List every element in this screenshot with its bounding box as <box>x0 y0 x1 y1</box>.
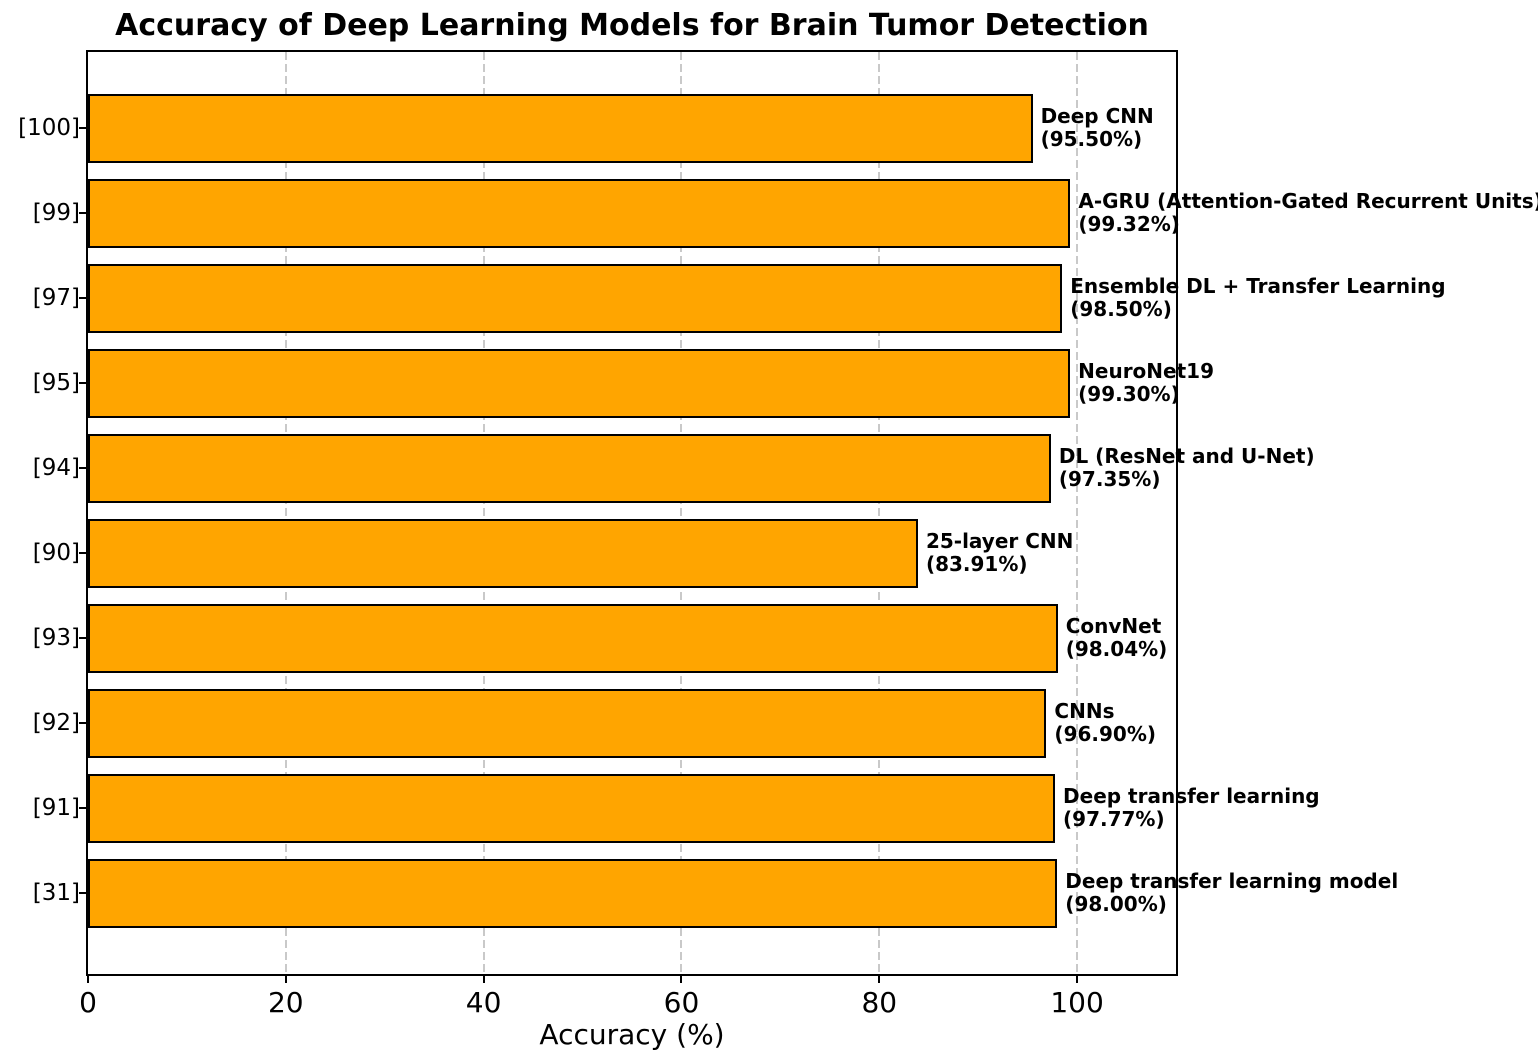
y-tick-label: [97] <box>32 285 80 311</box>
x-tick-label: 20 <box>267 986 304 1019</box>
annotation-model-name: Ensemble DL + Transfer Learning <box>1070 274 1446 298</box>
plot-area: Deep CNN (95.50%) A-GRU (Attention-Gated R… <box>88 52 1538 974</box>
bar-92 <box>88 688 1047 758</box>
annotation-model-name: A-GRU (Attention-Gated Recurrent Units) <box>1078 189 1538 213</box>
x-tick-label: 0 <box>79 986 97 1019</box>
bar-annotation: A-GRU (Attention-Gated Recurrent Units)(… <box>1078 190 1538 236</box>
y-tick-mark <box>79 297 88 299</box>
x-tick-mark <box>680 974 683 983</box>
bar-annotation: DL (ResNet and U-Net) (97.35%) <box>1059 445 1315 491</box>
y-tick-mark <box>79 212 88 214</box>
bar-annotation: NeuroNet19 (99.30%) <box>1078 360 1214 406</box>
bar-100 <box>88 93 1033 163</box>
gridline-x-40 <box>482 52 485 974</box>
annotation-model-name: ConvNet <box>1065 614 1162 638</box>
y-tick-mark <box>79 552 88 554</box>
bar-97 <box>88 263 1063 333</box>
annotation-accuracy-value: (98.00%) <box>1065 892 1167 916</box>
bar-90 <box>88 518 918 588</box>
annotation-accuracy-value: (83.91%) <box>925 552 1028 576</box>
x-axis-label: Accuracy (%) <box>539 1018 725 1051</box>
annotation-accuracy-value: (98.50%) <box>1070 297 1172 321</box>
y-tick-label: [91] <box>32 795 80 821</box>
bar-93 <box>88 603 1058 673</box>
bar-annotation: CNNs (96.90%) <box>1054 700 1156 746</box>
bar-annotation: Ensemble DL + Transfer Learning (98.50%) <box>1070 275 1445 321</box>
y-tick-label: [90] <box>32 540 80 566</box>
bar-annotation: Deep CNN (95.50%) <box>1041 105 1154 151</box>
annotation-model-name: Deep transfer learning <box>1063 784 1320 808</box>
bar-annotation: Deep transfer learning (97.77%) <box>1063 785 1320 831</box>
bar-95 <box>88 348 1071 418</box>
y-tick-mark <box>79 637 88 639</box>
y-tick-mark <box>79 127 88 129</box>
annotation-model-name: CNNs <box>1054 699 1115 723</box>
bar-94 <box>88 433 1051 503</box>
y-tick-mark <box>79 807 88 809</box>
bar-annotation: ConvNet (98.04%) <box>1066 615 1168 661</box>
y-tick-mark <box>79 892 88 894</box>
annotation-model-name: Deep CNN <box>1040 104 1154 128</box>
y-tick-label: [31] <box>32 880 80 906</box>
x-tick-mark <box>87 974 89 983</box>
annotation-accuracy-value: (98.04%) <box>1065 637 1168 661</box>
y-tick-label: [100] <box>18 115 80 141</box>
gridline-x-60 <box>680 52 683 974</box>
y-tick-label: [94] <box>32 455 80 481</box>
annotation-accuracy-value: (99.30%) <box>1078 382 1180 406</box>
bar-annotation: 25-layer CNN (83.91%) <box>926 530 1073 576</box>
x-tick-label: 60 <box>663 986 700 1019</box>
y-tick-mark <box>79 467 88 469</box>
x-tick-label: 100 <box>1050 986 1104 1019</box>
annotation-model-name: 25-layer CNN <box>925 529 1074 553</box>
bar-annotation: Deep transfer learning model (98.00%) <box>1065 870 1398 916</box>
y-tick-mark <box>79 722 88 724</box>
annotation-accuracy-value: (97.35%) <box>1058 467 1161 491</box>
gridline-x-80 <box>878 52 881 974</box>
annotation-accuracy-value: (96.90%) <box>1054 722 1157 746</box>
y-tick-label: [92] <box>32 710 80 736</box>
x-tick-mark <box>284 974 287 983</box>
bar-31 <box>88 858 1058 928</box>
annotation-accuracy-value: (99.32%) <box>1078 212 1180 236</box>
x-tick-label: 80 <box>861 986 898 1019</box>
y-tick-label: [95] <box>32 370 80 396</box>
annotation-model-name: DL (ResNet and U-Net) <box>1058 444 1315 468</box>
bar-91 <box>88 773 1055 843</box>
annotation-model-name: Deep transfer learning model <box>1065 869 1399 893</box>
y-tick-mark <box>79 382 88 384</box>
x-tick-mark <box>482 974 485 983</box>
bar-99 <box>88 178 1071 248</box>
gridline-x-100 <box>1076 52 1079 974</box>
gridline-x-20 <box>284 52 287 974</box>
x-tick-label: 40 <box>465 986 502 1019</box>
x-tick-mark <box>878 974 881 983</box>
y-tick-label: [93] <box>32 625 80 651</box>
chart-title: Accuracy of Deep Learning Models for Bra… <box>115 8 1149 43</box>
x-tick-mark <box>1076 974 1079 983</box>
annotation-accuracy-value: (95.50%) <box>1040 127 1143 151</box>
annotation-accuracy-value: (97.77%) <box>1063 807 1165 831</box>
annotation-model-name: NeuroNet19 <box>1078 359 1214 383</box>
y-tick-label: [99] <box>32 200 80 226</box>
